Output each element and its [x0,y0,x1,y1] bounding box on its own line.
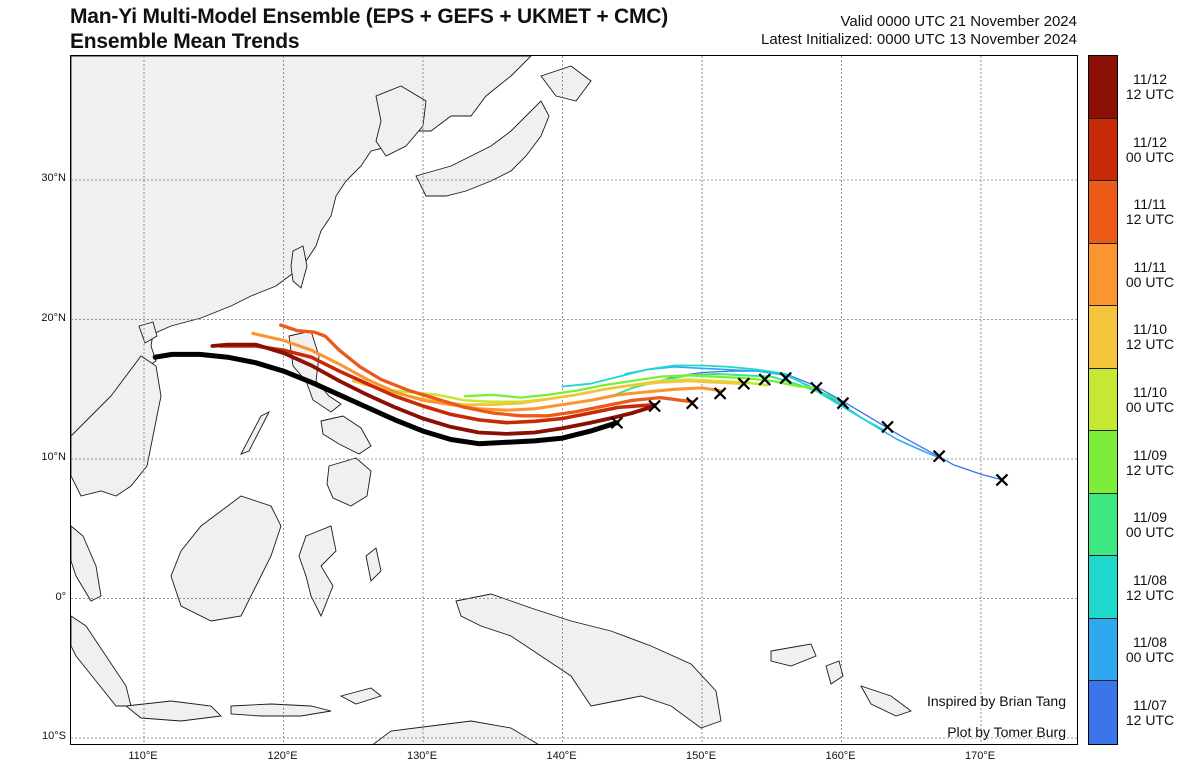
landmass-korea [375,85,427,157]
endpoint-x-marker [836,396,850,410]
landmass-new-britain [770,643,817,667]
latest-track [152,351,620,447]
colorbar-label: 11/12 12 UTC [1125,71,1175,103]
colorbar-segment [1089,181,1117,244]
colorbar-segment [1089,431,1117,494]
endpoint-x-marker [648,399,661,413]
landmass-lesser-sunda [230,703,332,717]
landmass-visayas [320,415,372,455]
landmass-taiwan [290,245,308,289]
landmass-timor [339,687,382,705]
landmass-japan [415,100,550,197]
landmass-mindanao [326,457,372,507]
colorbar-segment [1089,368,1117,432]
landmass-malay-peninsula [71,525,102,602]
valid-time: Valid 0000 UTC 21 November 2024 [840,13,1077,30]
endpoint-x-marker [737,377,751,390]
colorbar-label: 11/11 00 UTC [1125,258,1175,290]
colorbar-segment [1089,243,1117,307]
ensemble-track [624,366,940,459]
landmass-halmahera [365,547,382,582]
colorbar-segment [1089,618,1117,682]
latest-initialized: Latest Initialized: 0000 UTC 13 November… [760,31,1077,48]
colorbar-segment [1089,306,1117,369]
landmass-hokkaido [540,65,592,102]
credit-plot: Plot by Tomer Burg [947,724,1066,740]
colorbar-label: 11/10 00 UTC [1125,384,1175,415]
valid-info: Valid 0000 UTC 21 November 2024 Latest I… [761,13,1077,49]
endpoint-x-marker [932,449,946,463]
colorbar-segment [1089,493,1117,557]
landmass-solomons [860,685,912,717]
ensemble-track [649,370,1003,481]
latitude-label: 0° [55,590,66,603]
endpoint-markers [610,371,1009,487]
endpoint-x-marker [610,416,624,430]
graticule [71,56,1077,744]
colorbar-segment [1089,56,1117,119]
landmass-indochina [71,355,162,497]
chart-title: Man-Yi Multi-Model Ensemble (EPS + GEFS … [70,4,668,54]
landmass-sulawesi [298,525,337,618]
endpoint-x-marker [758,373,772,386]
endpoint-x-marker [995,473,1009,487]
credit-inspired: Inspired by Brian Tang [926,693,1066,709]
colorbar-label: 11/12 00 UTC [1125,133,1175,165]
colorbar-segment [1089,681,1117,744]
forecast-tracks [152,323,1003,481]
colorbar-label: 11/10 12 UTC [1125,321,1175,353]
landmass-bougainville [825,660,844,685]
colorbar-label: 11/09 12 UTC [1125,446,1175,478]
longitude-label: 160°E [825,750,856,762]
landmass-sumatra [71,615,132,707]
colorbar [1088,55,1118,745]
landmass-hainan [138,321,158,344]
landmass-palawan [240,410,271,455]
title-line-1: Man-Yi Multi-Model Ensemble (EPS + GEFS … [70,5,669,28]
latitude-label: 20°N [41,311,66,324]
latitude-label: 30°N [41,172,66,184]
longitude-label: 150°E [685,750,717,762]
longitude-label: 110°E [128,750,158,762]
landmasses [71,56,912,744]
endpoint-x-marker [779,371,792,385]
endpoint-x-marker [685,396,699,410]
latitude-label: 10°S [42,730,66,742]
endpoint-x-marker [810,381,823,395]
landmass-java [124,700,222,722]
colorbar-label: 11/09 00 UTC [1125,509,1175,541]
map-panel [70,55,1078,745]
longitude-label: 140°E [546,750,577,762]
endpoint-x-marker [881,420,894,434]
endpoint-x-marker [713,387,727,400]
ensemble-track [279,323,694,418]
colorbar-label: 11/11 12 UTC [1125,196,1175,228]
colorbar-segment [1089,556,1117,619]
ensemble-track [210,342,657,436]
map-canvas [71,56,1077,744]
landmass-australia [372,720,539,744]
colorbar-label: 11/07 12 UTC [1125,696,1175,728]
ensemble-track [251,331,722,412]
longitude-label: 120°E [267,750,298,762]
ensemble-track [218,344,657,425]
longitude-label: 170°E [964,750,996,762]
colorbar-label: 11/08 12 UTC [1125,571,1175,603]
latitude-label: 10°N [41,451,66,463]
colorbar-segment [1089,118,1117,182]
title-line-2: Ensemble Mean Trends [70,30,300,53]
colorbar-label: 11/08 00 UTC [1125,634,1175,666]
landmass-new-guinea [455,593,722,729]
landmass-borneo [170,495,282,622]
longitude-label: 130°E [406,750,438,762]
